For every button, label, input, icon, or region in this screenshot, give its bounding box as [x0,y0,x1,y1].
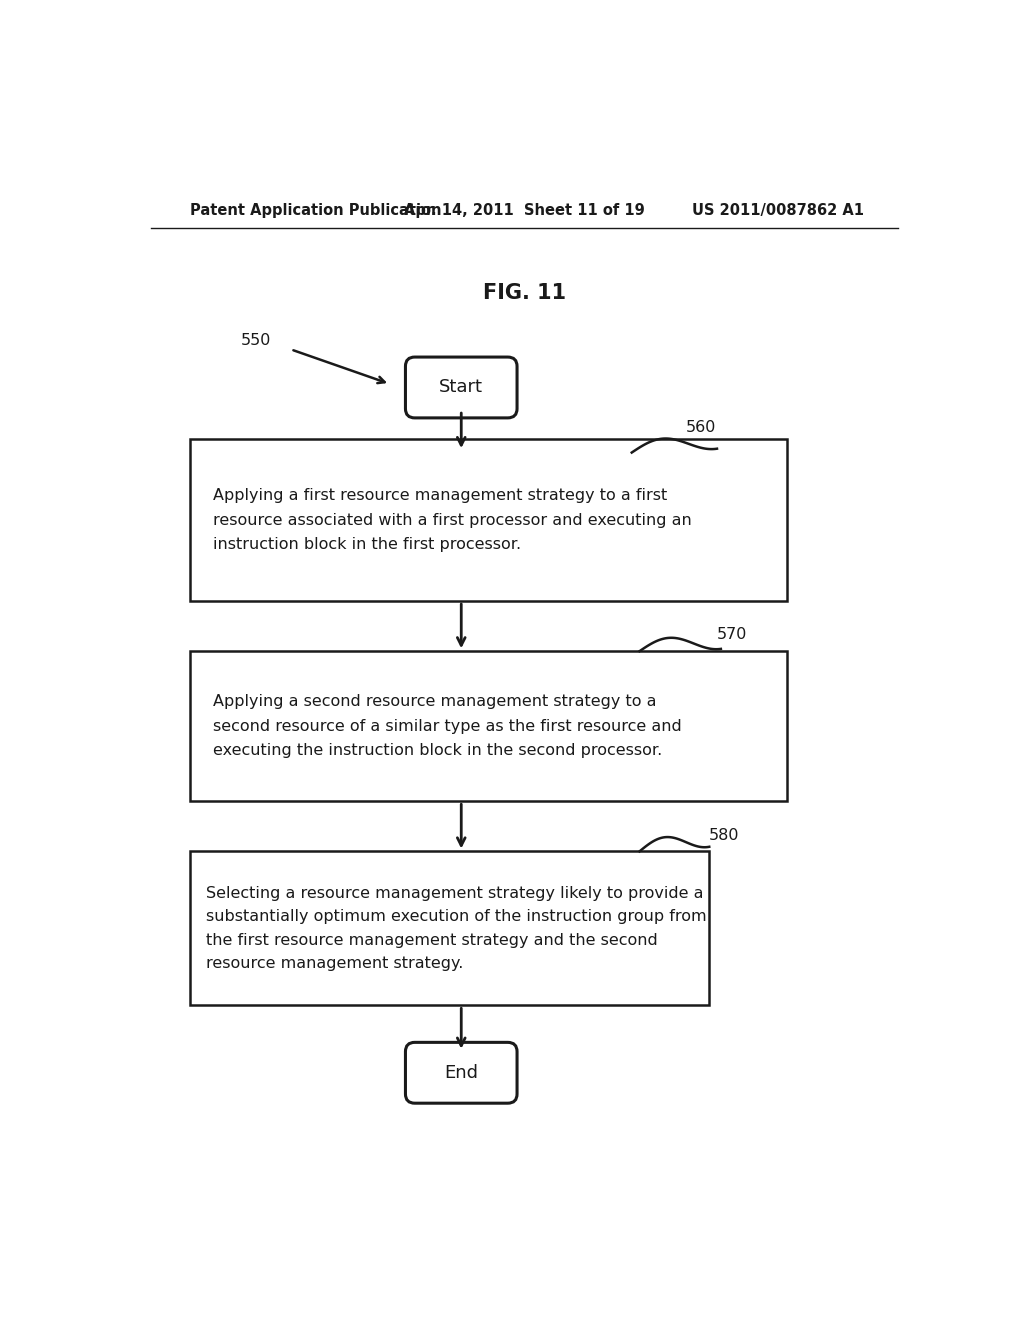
Text: Applying a first resource management strategy to a first
resource associated wit: Applying a first resource management str… [213,488,692,552]
Text: 550: 550 [241,334,270,348]
FancyBboxPatch shape [190,651,786,801]
Text: Patent Application Publication: Patent Application Publication [190,203,441,218]
FancyBboxPatch shape [406,1043,517,1104]
Text: 560: 560 [686,420,717,436]
Text: End: End [444,1064,478,1082]
Text: 580: 580 [710,829,739,843]
FancyBboxPatch shape [190,440,786,601]
Text: Apr. 14, 2011  Sheet 11 of 19: Apr. 14, 2011 Sheet 11 of 19 [404,203,645,218]
FancyBboxPatch shape [190,851,710,1006]
FancyBboxPatch shape [406,358,517,418]
Text: US 2011/0087862 A1: US 2011/0087862 A1 [692,203,864,218]
Text: Applying a second resource management strategy to a
second resource of a similar: Applying a second resource management st… [213,694,682,759]
Text: Selecting a resource management strategy likely to provide a
substantially optim: Selecting a resource management strategy… [206,886,707,972]
Text: FIG. 11: FIG. 11 [483,284,566,304]
Text: Start: Start [439,379,483,396]
Text: 570: 570 [717,627,748,642]
